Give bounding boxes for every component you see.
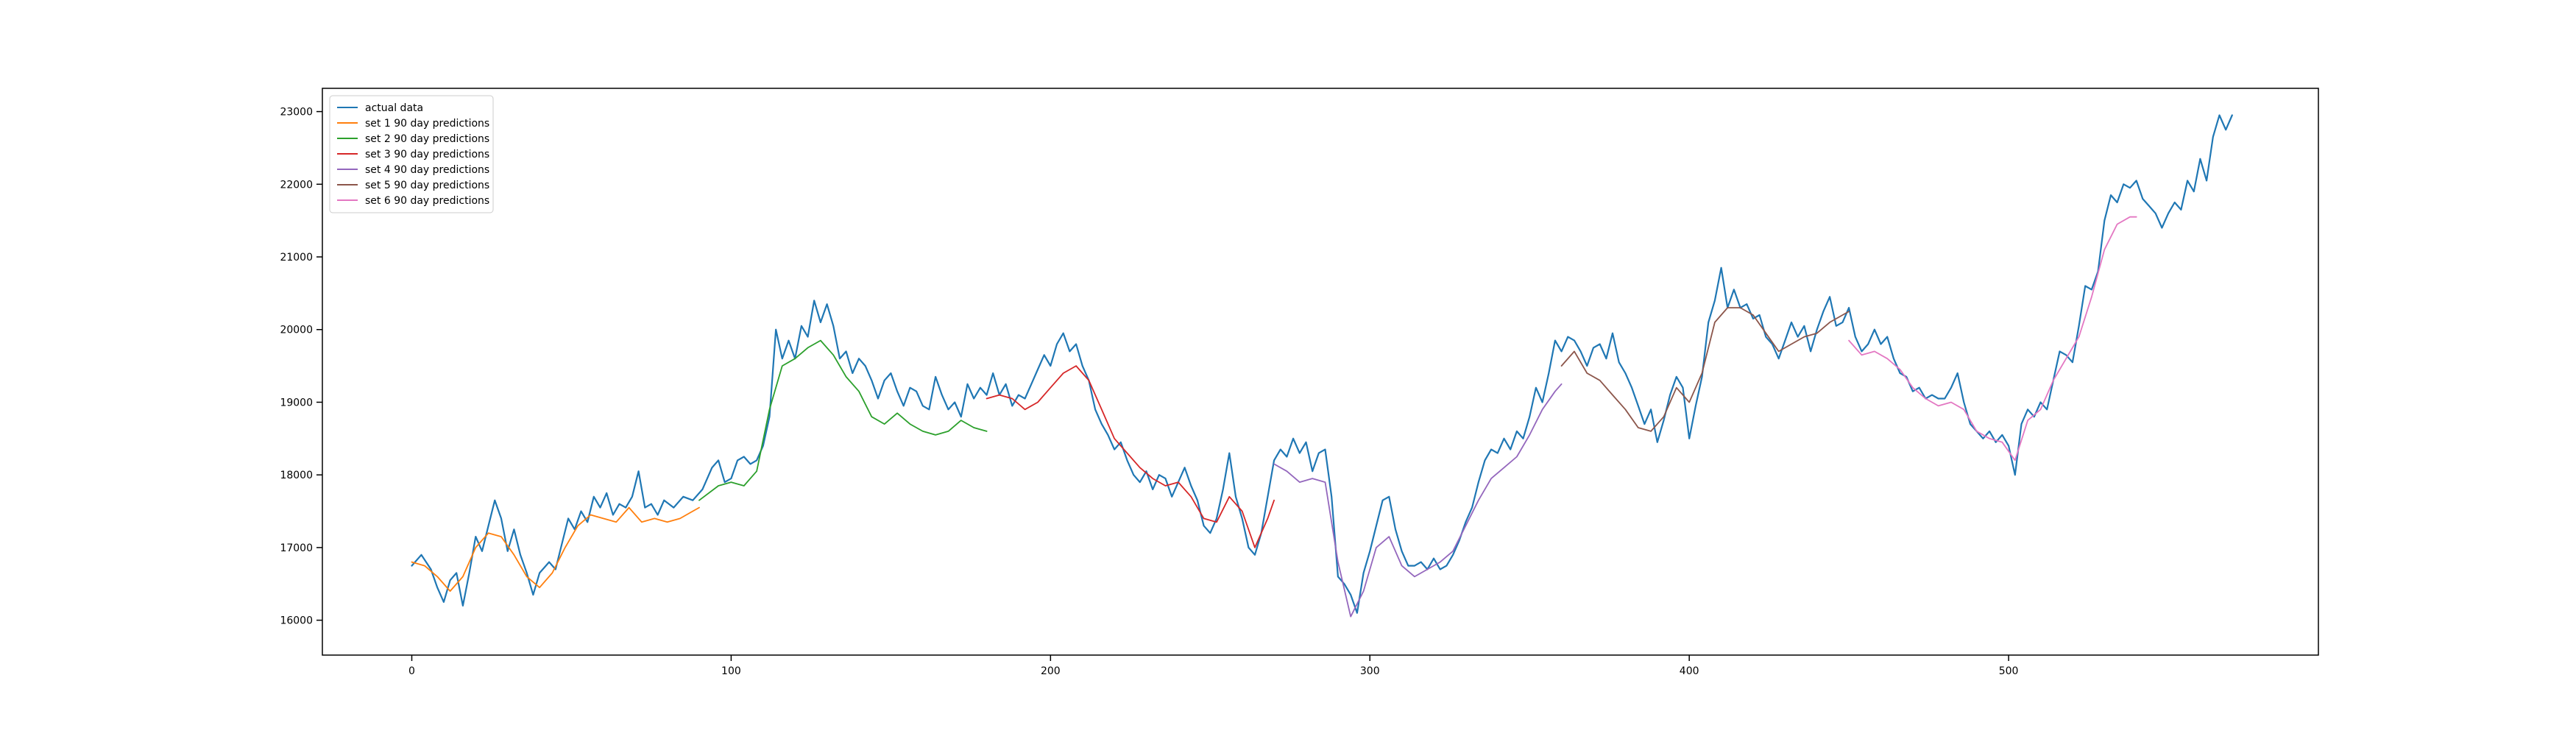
y-tick-label: 18000 [280, 470, 313, 481]
x-tick-label: 400 [1680, 665, 1699, 677]
y-tick-label: 16000 [280, 615, 313, 627]
series-lines [411, 114, 2233, 618]
series-line-actual-data [411, 114, 2233, 614]
legend-label: set 3 90 day predictions [365, 149, 489, 160]
legend-label: set 6 90 day predictions [365, 195, 489, 207]
series-line-set-2 [698, 339, 988, 501]
x-tick-label: 200 [1041, 665, 1061, 677]
x-tick-label: 300 [1360, 665, 1380, 677]
axes: 0 100 200 300 400 500 16000 17000 18000 19000 2000… [280, 107, 2018, 677]
series-line-set-1 [411, 506, 700, 592]
legend-label: set 1 90 day predictions [365, 118, 489, 130]
series-line-set-3 [986, 365, 1275, 548]
series-line-set-5 [1560, 307, 1850, 432]
plot-frame [322, 88, 2319, 656]
series-line-set-4 [1273, 383, 1563, 618]
x-tick-label: 500 [1999, 665, 2019, 677]
x-tick-label: 100 [721, 665, 741, 677]
legend-label: actual data [365, 102, 423, 114]
y-tick-label: 20000 [280, 325, 313, 336]
legend-label: set 5 90 day predictions [365, 180, 489, 191]
legend-label: set 2 90 day predictions [365, 133, 489, 145]
x-tick-label: 0 [408, 665, 415, 677]
series-line-set-6 [1848, 216, 2137, 462]
y-tick-label: 23000 [280, 107, 313, 119]
y-tick-label: 21000 [280, 252, 313, 264]
y-tick-label: 17000 [280, 542, 313, 554]
legend: actual data set 1 90 day predictions set 2… [329, 95, 494, 213]
legend-label: set 4 90 day predictions [365, 164, 489, 176]
y-tick-label: 22000 [280, 179, 313, 191]
y-tick-label: 19000 [280, 397, 313, 409]
legend-box [329, 95, 494, 213]
